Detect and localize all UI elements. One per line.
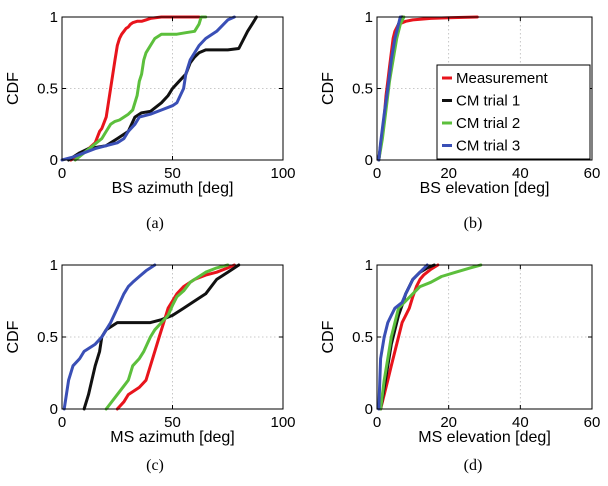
y-tick-label: 0 — [50, 401, 58, 418]
panel-caption: (b) — [464, 215, 483, 232]
y-tick-label: 0.5 — [352, 81, 373, 98]
x-tick-label: 0 — [58, 414, 66, 431]
series-line-cm-trial-1 — [67, 15, 258, 162]
series-line-measurement — [69, 15, 201, 162]
panel-d: 0 20 40 60 0 0.5 1 MS elevation [deg] CDF (d) — [320, 257, 600, 474]
y-axis-label: CDF — [5, 72, 22, 105]
x-tick-label: 40 — [512, 414, 529, 431]
series-line-cm-trial-3 — [62, 263, 157, 411]
series-line-cm-trial-2 — [379, 263, 483, 411]
legend: Measurement CM trial 1 CM trial 2 CM trial … — [436, 64, 591, 160]
x-tick-label: 50 — [164, 414, 181, 431]
legend-label-cm-trial-2: CM trial 2 — [456, 115, 520, 132]
x-axis-label: BS azimuth [deg] — [112, 180, 234, 197]
x-tick-label: 0 — [373, 414, 381, 431]
series-line-cm-trial-1 — [82, 263, 241, 411]
x-axis-label: MS elevation [deg] — [418, 429, 551, 446]
legend-box — [436, 64, 591, 160]
series-line-measurement — [379, 263, 440, 411]
panel-b: 0 20 40 60 0 0.5 1 BS elevation [deg] CDF (b) Meas… — [320, 9, 600, 232]
y-tick-label: 0 — [50, 152, 58, 169]
legend-label-cm-trial-3: CM trial 3 — [456, 138, 520, 155]
x-tick-label: 60 — [584, 165, 601, 182]
y-tick-label: 0 — [365, 152, 373, 169]
x-tick-label: 100 — [270, 165, 295, 182]
x-tick-label: 60 — [584, 414, 601, 431]
series-line-cm-trial-3 — [377, 15, 402, 162]
y-tick-label: 0.5 — [37, 329, 58, 346]
series-line-cm-trial-3 — [377, 263, 429, 411]
y-tick-label: 1 — [365, 257, 373, 274]
x-tick-label: 20 — [440, 414, 457, 431]
legend-label-measurement: Measurement — [456, 70, 549, 87]
series-line-cm-trial-2 — [104, 263, 230, 411]
plot-area — [377, 265, 592, 409]
x-tick-label: 40 — [512, 165, 529, 182]
x-axis-label: MS azimuth [deg] — [110, 429, 235, 446]
x-tick-label: 20 — [440, 165, 457, 182]
legend-label-cm-trial-1: CM trial 1 — [456, 93, 520, 110]
x-tick-label: 50 — [164, 165, 181, 182]
y-tick-label: 1 — [50, 257, 58, 274]
panel-caption: (a) — [146, 215, 164, 232]
y-tick-label: 0.5 — [37, 81, 58, 98]
y-axis-label: CDF — [5, 320, 22, 353]
series-line-cm-trial-2 — [73, 15, 208, 162]
y-axis-label: CDF — [320, 72, 337, 105]
y-axis-label: CDF — [320, 320, 337, 353]
x-tick-label: 0 — [373, 165, 381, 182]
y-tick-label: 1 — [365, 9, 373, 26]
y-tick-label: 1 — [50, 9, 58, 26]
x-tick-label: 0 — [58, 165, 66, 182]
series-line-measurement — [115, 263, 236, 411]
panel-caption: (c) — [146, 457, 164, 474]
y-tick-label: 0 — [365, 401, 373, 418]
panel-c: 0 50 100 0 0.5 1 MS azimuth [deg] CDF (c) — [5, 257, 296, 474]
x-axis-label: BS elevation [deg] — [420, 180, 550, 197]
panel-a: 0 50 100 0 0.5 1 BS azimuth [deg] CDF (a) — [5, 9, 296, 232]
y-tick-label: 0.5 — [352, 329, 373, 346]
panel-caption: (d) — [464, 457, 483, 474]
series-line-cm-trial-3 — [60, 15, 236, 162]
x-tick-label: 100 — [270, 414, 295, 431]
